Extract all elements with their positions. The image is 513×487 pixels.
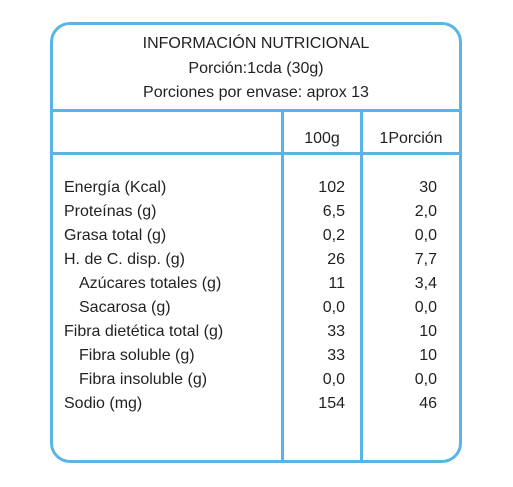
nutrition-facts-panel: INFORMACIÓN NUTRICIONAL Porción:1cda (30… xyxy=(50,22,462,463)
value-per-100g: 0,0 xyxy=(322,371,345,388)
servings-per-container: Porciones por envase: aprox 13 xyxy=(143,84,369,101)
value-per-portion: 0,0 xyxy=(414,227,437,244)
value-per-portion: 10 xyxy=(419,347,437,364)
value-per-portion: 0,0 xyxy=(414,299,437,316)
value-per-100g: 102 xyxy=(318,179,345,196)
nutrient-label: Proteínas (g) xyxy=(64,203,157,220)
column-header-100g: 100g xyxy=(304,130,340,147)
nutrient-label: Sacarosa (g) xyxy=(79,299,171,316)
nutrient-label: H. de C. disp. (g) xyxy=(64,251,185,268)
nutrient-row: Grasa total (g) 0,2 0,0 xyxy=(53,224,459,248)
serving-size: Porción:1cda (30g) xyxy=(188,60,324,77)
column-divider-right xyxy=(360,109,363,460)
value-per-100g: 154 xyxy=(318,395,345,412)
nutrient-row: Fibra insoluble (g) 0,0 0,0 xyxy=(53,368,459,392)
nutrient-row: Sodio (mg) 154 46 xyxy=(53,392,459,416)
nutrition-title: INFORMACIÓN NUTRICIONAL xyxy=(142,35,370,52)
nutrient-label: Fibra dietética total (g) xyxy=(64,323,224,340)
nutrient-row: Sacarosa (g) 0,0 0,0 xyxy=(53,296,459,320)
header-divider xyxy=(53,109,459,112)
nutrient-label: Azúcares totales (g) xyxy=(79,275,222,292)
nutrient-row: H. de C. disp. (g) 26 7,7 xyxy=(53,248,459,272)
value-per-portion: 30 xyxy=(419,179,437,196)
value-per-portion: 3,4 xyxy=(414,275,437,292)
nutrient-label: Fibra soluble (g) xyxy=(79,347,195,364)
value-per-100g: 0,2 xyxy=(322,227,345,244)
column-header-portion: 1Porción xyxy=(379,130,443,147)
nutrient-row: Proteínas (g) 6,5 2,0 xyxy=(53,200,459,224)
nutrient-label: Fibra insoluble (g) xyxy=(79,371,208,388)
value-per-100g: 0,0 xyxy=(322,299,345,316)
value-per-100g: 11 xyxy=(328,275,345,292)
value-per-portion: 7,7 xyxy=(414,251,437,268)
value-per-portion: 2,0 xyxy=(414,203,437,220)
nutrient-row: Energía (Kcal) 102 30 xyxy=(53,176,459,200)
value-per-portion: 10 xyxy=(419,323,437,340)
value-per-100g: 26 xyxy=(327,251,345,268)
nutrient-label: Sodio (mg) xyxy=(64,395,143,412)
value-per-portion: 46 xyxy=(419,395,437,412)
nutrient-label: Energía (Kcal) xyxy=(64,179,167,196)
value-per-portion: 0,0 xyxy=(414,371,437,388)
nutrient-label: Grasa total (g) xyxy=(64,227,167,244)
column-divider-left xyxy=(281,109,284,460)
nutrient-row: Fibra soluble (g) 33 10 xyxy=(53,344,459,368)
value-per-100g: 33 xyxy=(327,323,345,340)
value-per-100g: 33 xyxy=(327,347,345,364)
value-per-100g: 6,5 xyxy=(322,203,345,220)
nutrient-row: Azúcares totales (g) 11 3,4 xyxy=(53,272,459,296)
column-header-divider xyxy=(53,152,459,155)
nutrient-row: Fibra dietética total (g) 33 10 xyxy=(53,320,459,344)
